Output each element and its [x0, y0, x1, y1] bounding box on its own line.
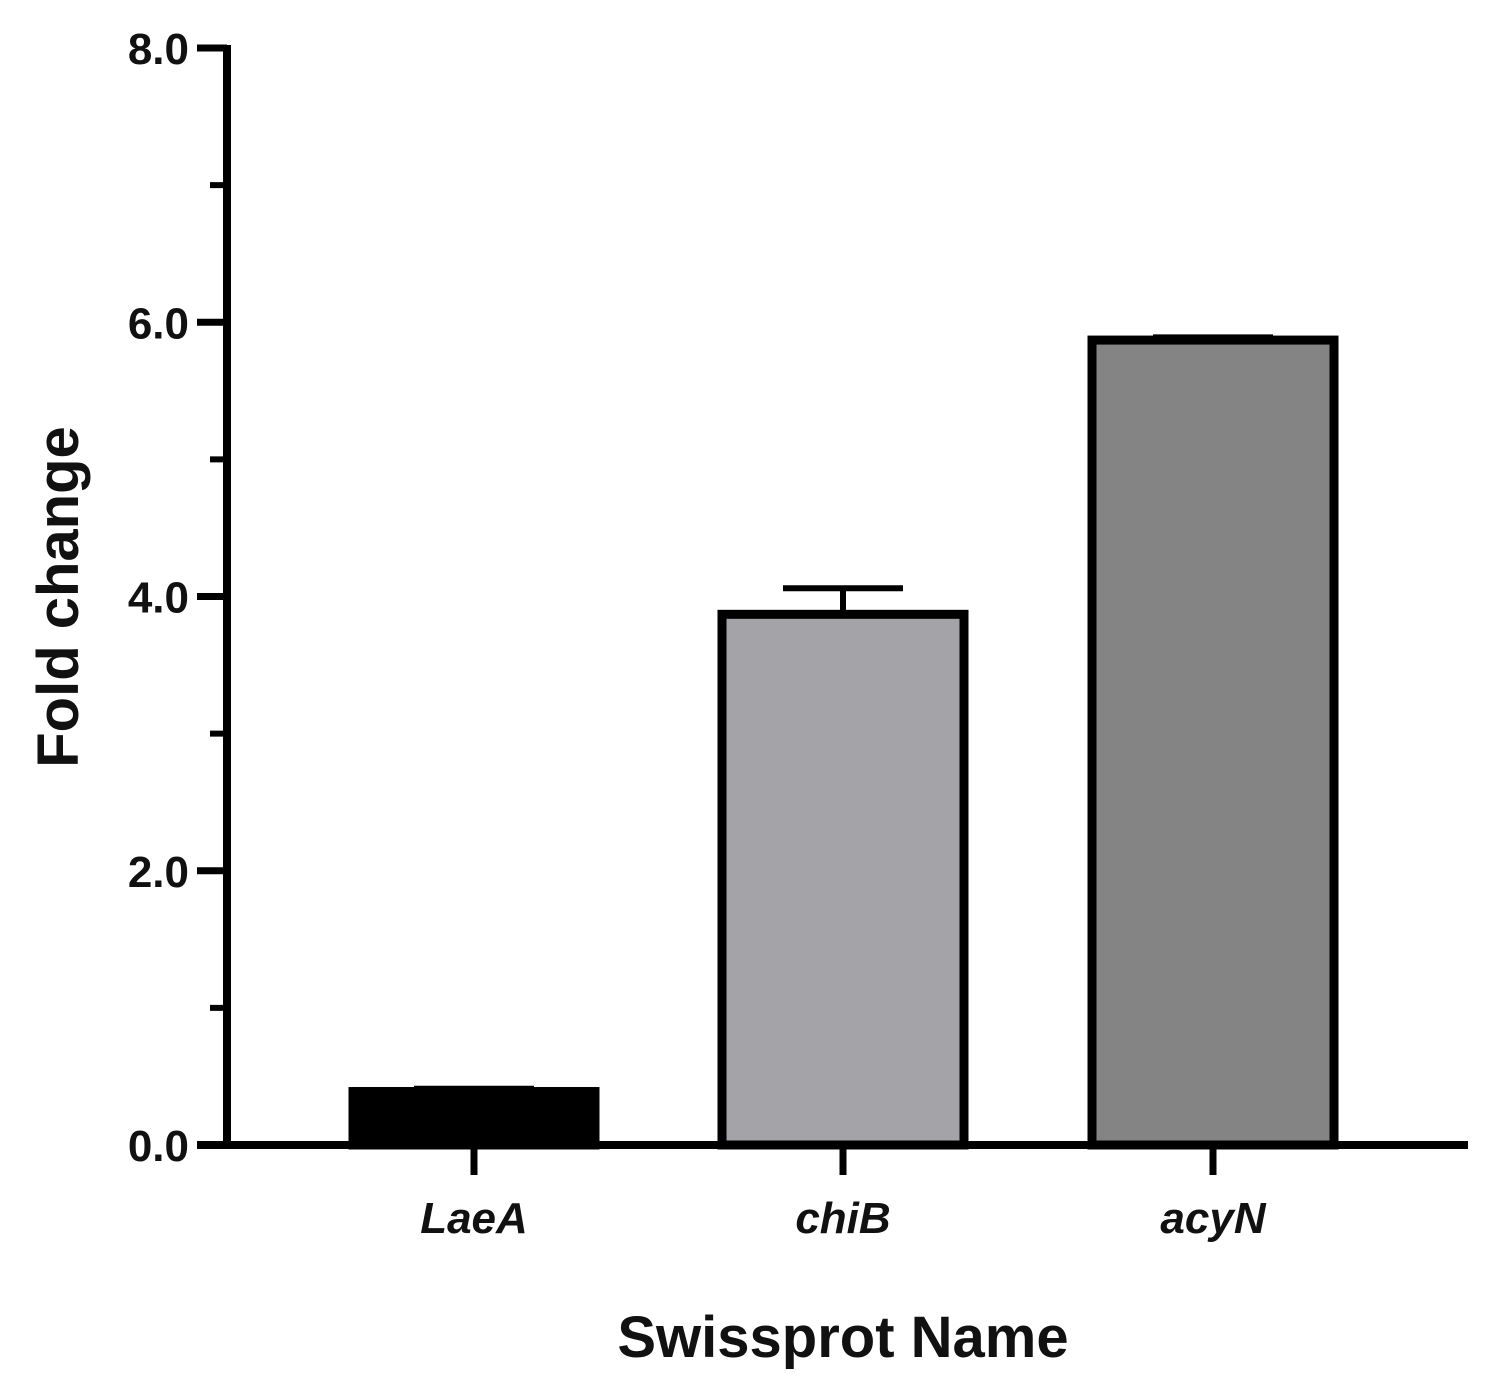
x-tick-label-acyN: acyN: [1160, 1194, 1266, 1243]
y-ticks-layer: 0.0 2.0 4.0 6.0 8.0: [128, 25, 227, 1171]
x-ticks-layer: LaeA chiB acyN: [420, 1145, 1267, 1243]
y-tick-label-2.0: 2.0: [128, 848, 189, 897]
bar-LaeA: [348, 1087, 600, 1150]
x-tick-label-LaeA: LaeA: [420, 1194, 528, 1243]
bar-chiB: [717, 609, 969, 1150]
y-tick-label-4.0: 4.0: [128, 574, 189, 623]
y-tick-label-0.0: 0.0: [128, 1122, 189, 1171]
x-axis-title: Swissprot Name: [617, 1305, 1068, 1370]
y-axis-title: Fold change: [26, 426, 91, 768]
x-tick-label-chiB: chiB: [795, 1194, 890, 1243]
bars-layer: [348, 335, 1339, 1150]
y-tick-label-8.0: 8.0: [128, 25, 189, 74]
y-tick-label-6.0: 6.0: [128, 299, 189, 348]
error-bars-layer: [414, 334, 1273, 1092]
bar-acyN: [1087, 335, 1339, 1150]
